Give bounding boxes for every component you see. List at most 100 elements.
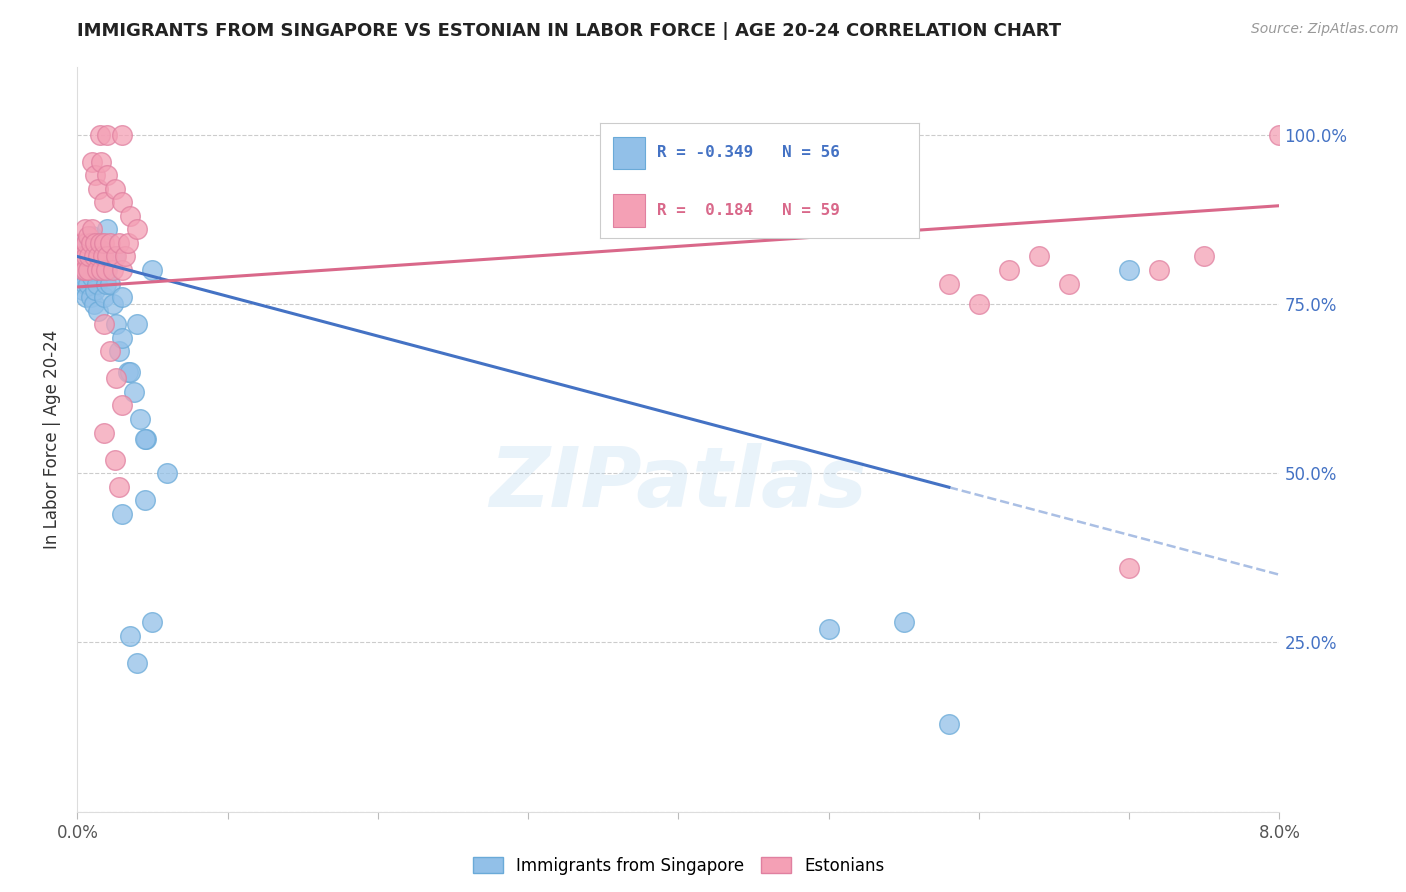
Point [134,433,156,447]
Point [84,168,107,182]
Point [87,263,110,277]
Point [105,371,128,385]
Point [73,277,96,291]
Point [129,412,152,426]
Point [118,365,141,379]
Point [156,466,179,480]
Point [76,229,98,244]
Text: ZIPatlas: ZIPatlas [489,443,868,524]
Point [73,263,96,277]
Point [75,250,97,264]
Point [1118,561,1140,575]
Point [1149,263,1171,277]
Point [90,154,112,169]
Point [127,222,149,236]
Point [82,229,104,244]
Point [93,290,115,304]
Point [1057,277,1080,291]
Point [80,290,103,304]
Point [104,452,127,467]
Point [83,250,105,264]
Point [108,235,131,250]
Text: IMMIGRANTS FROM SINGAPORE VS ESTONIAN IN LABOR FORCE | AGE 20-24 CORRELATION CHA: IMMIGRANTS FROM SINGAPORE VS ESTONIAN IN… [77,22,1062,40]
Y-axis label: In Labor Force | Age 20-24: In Labor Force | Age 20-24 [44,330,62,549]
Point [1028,250,1050,264]
Point [111,195,134,210]
Point [938,716,960,731]
Point [96,128,118,142]
Point [117,365,139,379]
Point [108,480,131,494]
Point [93,195,115,210]
Point [84,284,107,298]
Point [87,303,110,318]
Point [93,425,115,440]
Point [80,235,103,250]
Point [111,399,134,413]
Point [75,235,97,250]
Point [114,250,136,264]
Point [105,317,128,331]
Point [134,493,156,508]
Legend: Immigrants from Singapore, Estonians: Immigrants from Singapore, Estonians [465,850,891,881]
Point [93,235,115,250]
Point [94,263,117,277]
Point [108,344,131,359]
Point [75,290,97,304]
Point [967,297,990,311]
Point [100,235,122,250]
Point [893,615,915,629]
Point [96,168,118,182]
Point [91,250,114,264]
Point [75,263,97,277]
Point [111,263,134,277]
Point [118,209,141,223]
Point [86,263,108,277]
Point [70,235,93,250]
Point [93,317,115,331]
Point [82,154,104,169]
Point [111,507,134,521]
Point [118,629,141,643]
Point [998,263,1021,277]
Point [127,317,149,331]
Point [100,344,122,359]
Point [73,235,96,250]
Point [72,250,94,264]
Point [100,277,122,291]
Point [111,331,134,345]
Point [76,263,98,277]
Point [76,250,98,264]
Point [96,250,118,264]
Point [79,263,101,277]
Point [1118,263,1140,277]
Point [84,235,107,250]
Point [82,269,104,284]
Point [1268,128,1291,142]
Text: Source: ZipAtlas.com: Source: ZipAtlas.com [1251,22,1399,37]
Point [83,250,105,264]
Point [86,277,108,291]
Point [89,250,111,264]
Point [72,284,94,298]
Point [83,297,105,311]
Point [124,384,146,399]
Point [94,277,117,291]
Point [72,263,94,277]
Point [96,263,118,277]
Point [69,250,91,264]
Point [82,222,104,236]
Point [70,263,93,277]
Point [141,615,163,629]
Point [938,277,960,291]
Point [73,222,96,236]
Point [90,243,112,257]
Point [91,263,114,277]
Point [86,243,108,257]
Point [104,182,127,196]
Point [135,433,157,447]
Point [96,222,118,236]
Point [105,250,128,264]
Point [79,235,101,250]
Point [84,263,107,277]
